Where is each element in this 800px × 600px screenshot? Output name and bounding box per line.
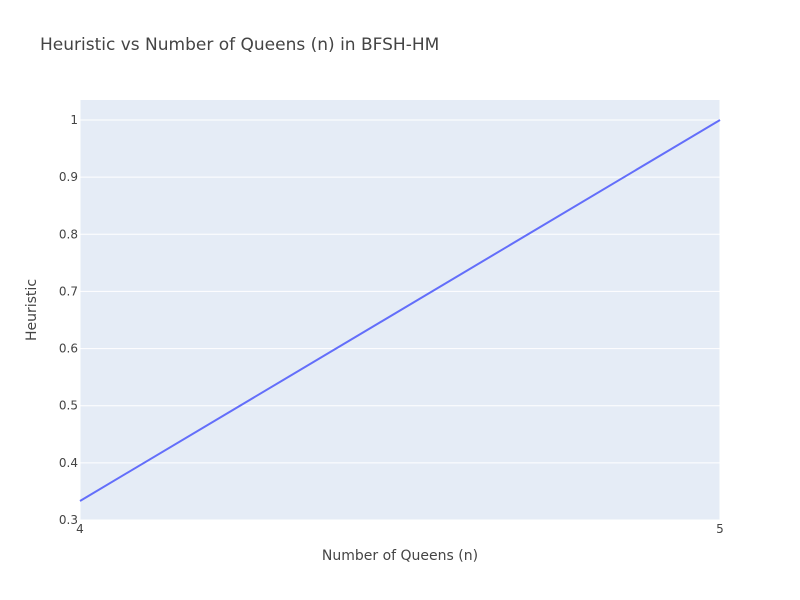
y-tick-label: 0.8 bbox=[59, 227, 78, 241]
y-tick-label: 1 bbox=[70, 113, 78, 127]
series-line bbox=[79, 119, 721, 502]
series-group bbox=[79, 119, 721, 502]
y-tick-label: 0.5 bbox=[59, 399, 78, 413]
x-axis-title: Number of Queens (n) bbox=[322, 548, 478, 564]
y-axis-ticks: 0.3 0.4 0.5 0.6 0.7 0.8 0.9 1 bbox=[59, 113, 78, 527]
y-tick-label: 0.7 bbox=[59, 284, 78, 298]
x-tick-label: 4 bbox=[76, 522, 84, 536]
x-tick-label: 5 bbox=[716, 522, 724, 536]
y-tick-label: 0.6 bbox=[59, 342, 78, 356]
chart-title: Heuristic vs Number of Queens (n) in BFS… bbox=[40, 35, 439, 55]
grid-lines bbox=[79, 100, 721, 521]
y-tick-label: 0.4 bbox=[59, 456, 78, 470]
y-axis-title: Heuristic bbox=[24, 279, 40, 341]
y-tick-label: 0.3 bbox=[59, 513, 78, 527]
y-tick-label: 0.9 bbox=[59, 170, 78, 184]
